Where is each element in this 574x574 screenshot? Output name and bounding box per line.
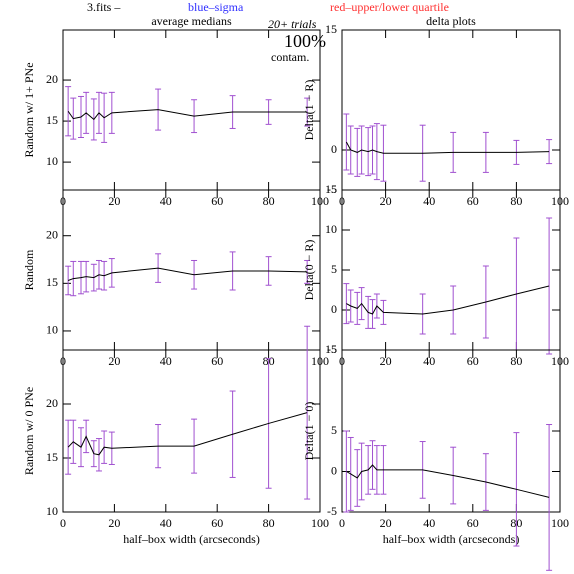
y-tick-label: 20	[46, 227, 58, 241]
y-axis-label: Random w/ 0 PNe	[22, 387, 36, 475]
x-tick-label: 40	[423, 516, 435, 530]
x-tick-label: 60	[211, 516, 223, 530]
x-axis-label: half–box width (arcseconds)	[383, 532, 520, 546]
x-tick-label: 0	[60, 516, 66, 530]
y-tick-label: 10	[46, 323, 58, 337]
plot-frame	[341, 349, 561, 513]
column-title: average medians	[151, 14, 232, 28]
x-tick-label: 40	[423, 194, 435, 208]
plot-frame	[341, 29, 561, 191]
file-label: 3.fits –	[87, 0, 121, 14]
y-tick-label: 10	[46, 504, 58, 518]
y-axis-label: Delta(1 − 0)	[302, 402, 316, 461]
x-tick-label: 60	[211, 354, 223, 368]
x-tick-label: 40	[160, 194, 172, 208]
x-tick-label: 40	[423, 354, 435, 368]
x-tick-label: 80	[263, 194, 275, 208]
y-tick-label: 5	[331, 423, 337, 437]
x-tick-label: 20	[380, 516, 392, 530]
trials-label: 20+ trials	[268, 17, 317, 31]
x-tick-label: 40	[160, 354, 172, 368]
x-tick-label: 80	[263, 516, 275, 530]
median-line	[345, 141, 550, 154]
y-tick-label: 15	[46, 450, 58, 464]
x-axis-label: half–box width (arcseconds)	[123, 532, 260, 546]
y-tick-label: 15	[325, 22, 337, 36]
contam-label: contam.	[271, 50, 309, 64]
y-tick-label: 0	[331, 302, 337, 316]
x-tick-label: 20	[380, 354, 392, 368]
y-tick-label: 0	[331, 463, 337, 477]
plot-frame	[62, 349, 321, 513]
y-tick-label: 15	[325, 342, 337, 356]
x-tick-label: 60	[211, 194, 223, 208]
y-tick-label: 5	[331, 262, 337, 276]
y-axis-label: Delta(1 − R)	[302, 80, 316, 141]
median-line	[346, 464, 550, 498]
x-tick-label: 60	[467, 194, 479, 208]
y-axis-label: Delta(0 − R)	[302, 240, 316, 301]
x-tick-label: 60	[467, 354, 479, 368]
y-axis-label: Random	[22, 249, 36, 290]
median-line	[67, 412, 308, 456]
sigma-legend: blue–sigma	[188, 0, 244, 14]
plot-frame	[341, 189, 561, 351]
x-tick-label: 20	[108, 354, 120, 368]
x-tick-label: 20	[108, 516, 120, 530]
column-title: delta plots	[426, 14, 476, 28]
x-tick-label: 100	[551, 516, 569, 530]
median-line	[67, 267, 308, 281]
y-tick-label: 20	[46, 396, 58, 410]
y-tick-label: 0	[331, 142, 337, 156]
x-tick-label: 80	[510, 194, 522, 208]
y-tick-label: 10	[325, 222, 337, 236]
y-tick-label: 10	[46, 154, 58, 168]
y-tick-label: -5	[327, 182, 337, 196]
x-tick-label: 0	[339, 516, 345, 530]
y-tick-label: 15	[46, 113, 58, 127]
y-tick-label: -5	[327, 504, 337, 518]
y-tick-label: 15	[325, 182, 337, 196]
contam-value: 100%	[284, 31, 326, 51]
median-line	[67, 109, 308, 121]
x-tick-label: 20	[380, 194, 392, 208]
x-tick-label: 20	[108, 194, 120, 208]
plot-frame	[62, 189, 321, 351]
x-tick-label: 100	[311, 516, 329, 530]
y-tick-label: -5	[327, 342, 337, 356]
x-tick-label: 80	[510, 354, 522, 368]
x-tick-label: 40	[160, 516, 172, 530]
x-tick-label: 60	[467, 516, 479, 530]
y-axis-label: Random w/ 1+ PNe	[22, 62, 36, 157]
y-tick-label: 20	[46, 72, 58, 86]
quartile-legend: red–upper/lower quartile	[330, 0, 449, 14]
median-line	[346, 285, 550, 315]
y-tick-label: 15	[46, 275, 58, 289]
